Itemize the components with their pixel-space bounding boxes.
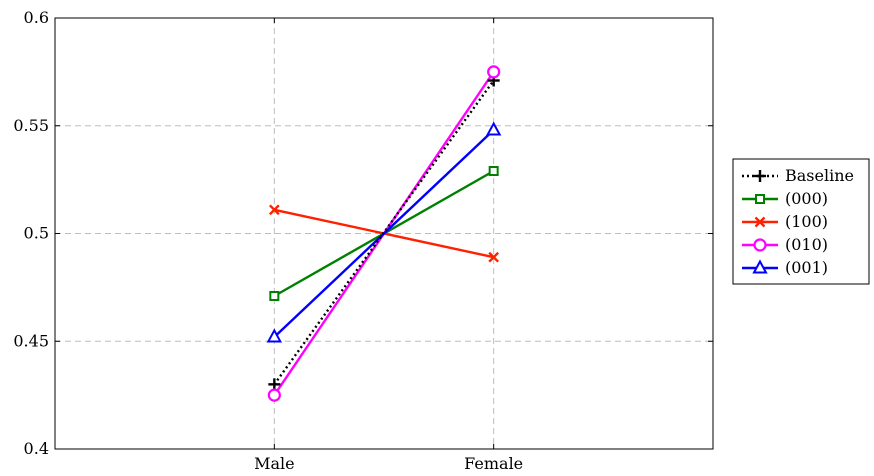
- legend-label: (010): [785, 235, 828, 254]
- x-axis: Male Female: [254, 18, 523, 473]
- data-point: [488, 251, 500, 263]
- y-tick-label: 0.45: [13, 331, 49, 350]
- data-point: [488, 166, 499, 177]
- legend-label: (100): [785, 212, 828, 231]
- series-markers: [266, 65, 502, 402]
- grid: [55, 18, 713, 449]
- data-point: [269, 290, 280, 301]
- legend-entry: (000): [742, 189, 828, 208]
- legend-entry: (100): [742, 212, 828, 231]
- legend-label: (000): [785, 189, 828, 208]
- legend-label: (001): [785, 258, 828, 277]
- data-point: [268, 204, 280, 216]
- legend-marker: [754, 216, 766, 228]
- data-point: [267, 388, 281, 402]
- legend: Baseline (000) (100) (010) (001): [732, 158, 870, 285]
- y-tick-label: 0.55: [13, 116, 49, 135]
- y-axis: 0.4 0.45 0.5 0.55 0.6: [13, 8, 713, 458]
- legend-marker: [752, 259, 768, 274]
- series-lines: [273, 71, 495, 396]
- y-tick-label: 0.6: [24, 8, 49, 27]
- data-point: [268, 378, 281, 391]
- data-point: [487, 65, 501, 79]
- legend-entry: (001): [742, 258, 828, 277]
- data-point: [266, 328, 283, 343]
- legend-label: Baseline: [785, 166, 854, 185]
- data-point: [485, 121, 502, 136]
- legend-marker: [755, 194, 765, 204]
- legend-entry: (010): [742, 235, 828, 254]
- y-tick-label: 0.5: [24, 224, 49, 243]
- y-tick-label: 0.4: [24, 439, 49, 458]
- legend-marker: [753, 238, 767, 252]
- x-tick-label: Female: [464, 454, 523, 473]
- legend-marker: [754, 170, 766, 182]
- x-tick-label: Male: [254, 454, 295, 473]
- legend-entry: Baseline: [742, 166, 854, 185]
